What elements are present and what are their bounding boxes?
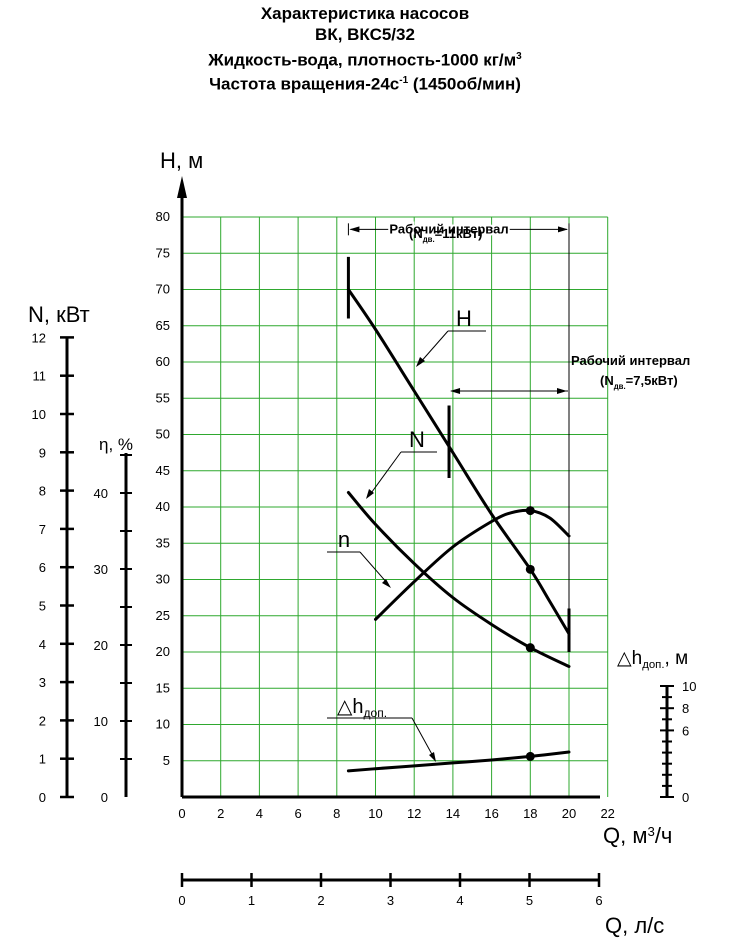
tick-label-eta: 30 [94, 562, 108, 577]
tick-label-H: 25 [156, 608, 170, 623]
leader-N [368, 451, 402, 497]
leader-H [418, 330, 449, 365]
tick-label-N: 11 [33, 369, 47, 384]
axis-label-H: H, м [160, 148, 203, 173]
interval-7kw-note: (Nдв.=7,5кВт) [600, 373, 678, 391]
tick-label-H: 45 [156, 463, 170, 478]
chart-title-line-2: ВК, ВКС5/32 [315, 25, 415, 44]
tick-label-H: 75 [156, 245, 170, 260]
tick-label-Q-m3h: 16 [484, 806, 498, 821]
tick-label-Q-m3h: 6 [294, 806, 301, 821]
tick-label-H: 40 [156, 499, 170, 514]
tick-label-Q-ls: 5 [526, 893, 533, 908]
data-marker [525, 564, 535, 574]
tick-label-N: 8 [39, 484, 46, 499]
tick-label-N: 7 [39, 522, 46, 537]
tick-label-Q-m3h: 8 [333, 806, 340, 821]
tick-label-Q-ls: 1 [248, 893, 255, 908]
tick-label-N: 6 [39, 560, 46, 575]
tick-label-N: 1 [39, 752, 46, 767]
interval-11kw-arrow-right [558, 226, 568, 233]
tick-label-H: 55 [156, 390, 170, 405]
axis-label-eta: η, % [99, 435, 133, 454]
curve-label-dh: △hдоп. [337, 696, 387, 720]
leader-dh-arrow [429, 752, 436, 762]
tick-label-H: 35 [156, 535, 170, 550]
tick-label-eta: 40 [94, 486, 108, 501]
curve-label-H: H [456, 306, 472, 331]
tick-label-Q-m3h: 18 [523, 806, 537, 821]
leader-n-arrow [382, 579, 391, 588]
curve-H [346, 288, 571, 636]
tick-label-N: 10 [32, 407, 46, 422]
axis-label-N: N, кВт [28, 302, 90, 327]
leader-dh [411, 717, 435, 759]
tick-label-Q-m3h: 14 [446, 806, 460, 821]
leader-H-arrow [416, 357, 425, 367]
tick-label-Q-m3h: 2 [217, 806, 224, 821]
tick-label-H: 70 [156, 282, 170, 297]
tick-label-dh: 0 [682, 790, 689, 805]
chart-title-line-4: Частота вращения-24с-1 (1450об/мин) [209, 74, 521, 94]
tick-label-N: 12 [32, 330, 46, 345]
tick-label-Q-m3h: 10 [368, 806, 382, 821]
tick-label-N: 2 [39, 713, 46, 728]
tick-label-Q-ls: 6 [595, 893, 602, 908]
tick-label-dh: 10 [682, 679, 696, 694]
axis-label-Q-m3h: Q, м3/ч [603, 823, 672, 848]
tick-label-H: 80 [156, 209, 170, 224]
tick-label-N: 3 [39, 675, 46, 690]
tick-label-N: 4 [39, 637, 46, 652]
tick-label-Q-m3h: 4 [256, 806, 263, 821]
tick-label-Q-m3h: 20 [562, 806, 576, 821]
axis-label-dh: △hдоп., м [617, 648, 688, 671]
curve-dh [346, 750, 571, 773]
tick-label-N: 0 [39, 790, 46, 805]
leader-n [359, 551, 389, 585]
tick-label-Q-m3h: 12 [407, 806, 421, 821]
data-marker [525, 643, 535, 653]
tick-label-eta: 20 [94, 638, 108, 653]
curve-label-N: N [409, 427, 425, 452]
interval-11kw-note: (Nдв.=11кВт) [409, 226, 482, 244]
data-marker [525, 751, 535, 761]
interval-11kw-arrow-left [349, 226, 360, 233]
tick-label-H: 50 [156, 427, 170, 442]
tick-label-Q-ls: 3 [387, 893, 394, 908]
tick-label-N: 5 [39, 599, 46, 614]
interval-7kw-label: Рабочий интервал [571, 353, 690, 368]
curve-eta [374, 508, 571, 621]
interval-7kw-arrow-right [557, 388, 567, 394]
data-marker [525, 506, 535, 516]
tick-label-Q-m3h: 0 [178, 806, 185, 821]
tick-label-eta: 0 [101, 790, 108, 805]
curve-label-n: n [338, 527, 350, 552]
tick-label-H: 5 [163, 753, 170, 768]
interval-7kw-arrow-left [450, 388, 461, 394]
tick-label-H: 60 [156, 354, 170, 369]
tick-label-H: 10 [156, 717, 170, 732]
tick-label-H: 30 [156, 572, 170, 587]
chart-grid [182, 216, 609, 797]
tick-label-dh: 8 [682, 701, 689, 716]
y-axis-H-arrow [177, 176, 187, 198]
tick-label-H: 15 [156, 680, 170, 695]
tick-label-H: 20 [156, 644, 170, 659]
tick-label-dh: 6 [682, 723, 689, 738]
chart-title-line-1: Характеристика насосов [260, 4, 470, 23]
interval-11kw-label: Рабочий интервал [389, 221, 508, 236]
tick-label-Q-ls: 0 [178, 893, 185, 908]
leader-N-arrow [366, 489, 374, 499]
tick-label-Q-ls: 2 [317, 893, 324, 908]
tick-label-H: 65 [156, 318, 170, 333]
axis-label-Q-ls: Q, л/с [605, 913, 664, 938]
tick-label-Q-ls: 4 [456, 893, 463, 908]
tick-label-eta: 10 [94, 714, 108, 729]
tick-label-Q-m3h: 22 [600, 806, 614, 821]
tick-label-N: 9 [39, 445, 46, 460]
chart-title-line-3: Жидкость-вода, плотность-1000 кг/м3 [208, 50, 522, 70]
